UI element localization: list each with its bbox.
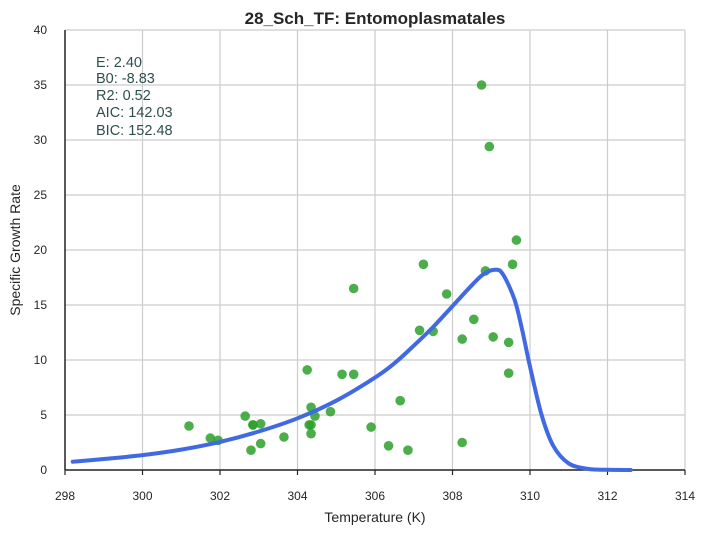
y-tick-label: 20 xyxy=(34,243,48,257)
data-point xyxy=(255,438,266,449)
y-tick-label: 15 xyxy=(34,298,48,312)
stat-e: E: 2.40 xyxy=(96,55,142,71)
y-tick-label: 30 xyxy=(34,133,48,147)
stat-aic: AIC: 142.03 xyxy=(96,105,173,121)
data-point xyxy=(325,406,336,417)
stat-bic: BIC: 152.48 xyxy=(96,123,173,139)
data-point xyxy=(337,369,347,380)
y-tick-label: 35 xyxy=(34,78,48,92)
x-tick-label: 298 xyxy=(55,489,75,503)
y-tick-labels: 0 5 10 15 20 25 30 35 40 xyxy=(34,23,48,477)
y-tick-label: 25 xyxy=(34,188,48,202)
x-tick-label: 304 xyxy=(287,489,307,503)
y-axis-label: Specific Growth Rate xyxy=(7,184,23,316)
data-point xyxy=(441,289,452,299)
data-point xyxy=(205,433,216,443)
y-tick-label: 40 xyxy=(34,23,48,37)
x-tick-label: 308 xyxy=(442,489,462,503)
data-point xyxy=(348,283,359,294)
data-point xyxy=(457,437,467,448)
x-tick-label: 310 xyxy=(520,489,540,503)
x-tick-label: 314 xyxy=(675,489,695,503)
data-point xyxy=(279,432,289,442)
x-axis-label: Temperature (K) xyxy=(324,509,425,525)
data-point xyxy=(395,395,405,406)
data-point xyxy=(255,419,266,429)
fit-statistics: E: 2.40 B0: -8.83 R2: 0.52 AIC: 142.03 B… xyxy=(96,55,173,139)
y-tick-label: 5 xyxy=(40,408,47,422)
data-point xyxy=(403,445,413,456)
data-point xyxy=(414,325,425,336)
data-point xyxy=(469,314,479,325)
x-tick-label: 300 xyxy=(132,489,152,503)
data-point xyxy=(348,369,359,380)
data-point xyxy=(503,337,514,348)
y-tick-label: 10 xyxy=(34,353,48,367)
data-point xyxy=(476,80,487,90)
stat-b0: B0: -8.83 xyxy=(96,71,155,87)
data-point xyxy=(248,420,258,430)
data-point xyxy=(507,259,518,270)
chart-title: 28_Sch_TF: Entomoplasmatales xyxy=(245,9,506,28)
stat-r2: R2: 0.52 xyxy=(96,88,151,104)
x-tick-labels: 298 300 302 304 306 308 310 312 314 xyxy=(55,489,695,503)
x-tick-label: 306 xyxy=(365,489,385,503)
data-point xyxy=(306,420,316,430)
data-point xyxy=(383,441,394,451)
data-point xyxy=(306,428,316,439)
data-point xyxy=(418,259,429,270)
data-point xyxy=(503,368,514,379)
data-point xyxy=(246,445,256,456)
data-point xyxy=(484,141,495,152)
data-point xyxy=(302,365,312,375)
data-point xyxy=(511,235,522,245)
grid-lines xyxy=(64,29,686,471)
data-point xyxy=(184,421,194,431)
data-point xyxy=(240,411,250,421)
x-tick-label: 312 xyxy=(597,489,617,503)
y-tick-label: 0 xyxy=(40,463,47,477)
data-point xyxy=(457,334,467,344)
data-point xyxy=(366,422,376,432)
data-point xyxy=(488,332,498,342)
x-tick-label: 302 xyxy=(210,489,230,503)
data-points xyxy=(184,80,522,456)
fitted-curve xyxy=(70,267,633,472)
axes xyxy=(64,30,686,475)
